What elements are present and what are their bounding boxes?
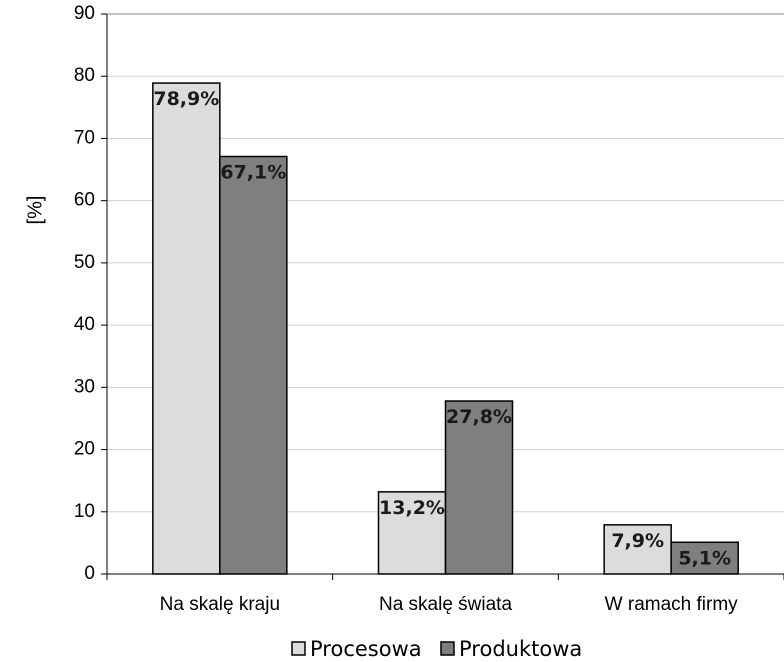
data-label: 5,1%	[678, 547, 731, 569]
axes	[106, 13, 784, 575]
y-tick-label: 50	[74, 252, 95, 273]
data-label: 78,9%	[153, 88, 219, 110]
bars: 78,9% 67,1% 13,2% 27,8% 7,9% 5,1%	[152, 82, 739, 575]
x-category-label: Na skalę świata	[379, 594, 512, 615]
x-category-label: W ramach firmy	[605, 594, 739, 615]
y-tick-label: 90	[74, 3, 95, 24]
data-label: 27,8%	[446, 406, 512, 428]
y-tick-label: 20	[74, 439, 95, 460]
bar-procesowa-1	[152, 82, 221, 575]
y-tick-label: 30	[74, 376, 95, 397]
y-tick-label: 0	[84, 563, 95, 584]
y-tick-label: 10	[74, 501, 95, 522]
y-tick-label: 40	[74, 314, 95, 335]
x-category-label: Na skalę kraju	[160, 594, 280, 615]
legend-swatch	[440, 641, 455, 656]
bar-produktowa-3	[670, 541, 739, 575]
bar-produktowa-1	[219, 155, 288, 575]
bar-produktowa-2	[444, 400, 514, 575]
y-tick-label: 70	[74, 127, 95, 148]
legend-swatch	[291, 641, 306, 656]
y-axis-label: [%]	[24, 196, 46, 225]
legend-label: Produktowa	[459, 637, 582, 661]
data-label: 13,2%	[379, 497, 445, 519]
x-axis-ticks: Na skalę kraju Na skalę świata W ramach fi…	[106, 574, 784, 615]
y-tick-label: 60	[74, 190, 95, 211]
y-tick-label: 80	[74, 65, 95, 86]
legend: Procesowa Produktowa	[291, 637, 582, 661]
y-axis-ticks: 0 10 20 30 40 50 60 70 80 90	[74, 3, 107, 584]
data-label: 7,9%	[611, 530, 664, 552]
data-label: 67,1%	[220, 161, 286, 183]
bar-procesowa-2	[377, 491, 447, 575]
legend-label: Procesowa	[310, 637, 422, 661]
